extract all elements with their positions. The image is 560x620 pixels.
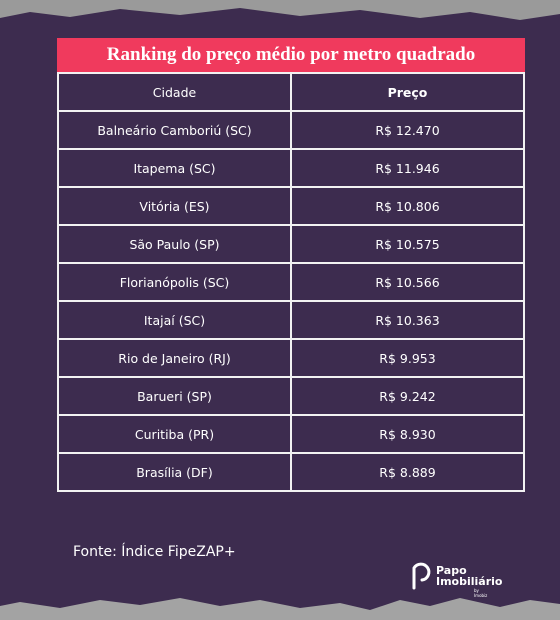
city-cell: Itapema (SC): [57, 148, 292, 188]
price-cell: R$ 8.930: [290, 414, 525, 454]
source-note: Fonte: Índice FipeZAP+: [73, 544, 236, 560]
table-row: Brasília (DF) R$ 8.889: [57, 452, 525, 492]
price-cell: R$ 9.242: [290, 376, 525, 416]
city-cell: Rio de Janeiro (RJ): [57, 338, 292, 378]
table-row: Itapema (SC) R$ 11.946: [57, 148, 525, 188]
logo: Papo Imobiliário by Imobiz: [408, 562, 502, 598]
column-header: Preço: [290, 72, 525, 112]
torn-paper-top: [0, 0, 560, 20]
price-cell: R$ 10.566: [290, 262, 525, 302]
table-row: Florianópolis (SC) R$ 10.566: [57, 262, 525, 302]
price-cell: R$ 12.470: [290, 110, 525, 150]
logo-text: Imobiliário: [436, 575, 503, 588]
table-row: Itajaí (SC) R$ 10.363: [57, 300, 525, 340]
price-cell: R$ 10.363: [290, 300, 525, 340]
price-cell: R$ 10.806: [290, 186, 525, 226]
column-header: Cidade: [57, 72, 292, 112]
torn-paper-bottom: [0, 598, 560, 620]
table-row: Vitória (ES) R$ 10.806: [57, 186, 525, 226]
logo-tagline: by Imobiz: [474, 588, 488, 598]
city-cell: Curitiba (PR): [57, 414, 292, 454]
city-cell: Vitória (ES): [57, 186, 292, 226]
table-row: São Paulo (SP) R$ 10.575: [57, 224, 525, 264]
city-cell: Balneário Camboriú (SC): [57, 110, 292, 150]
city-cell: Itajaí (SC): [57, 300, 292, 340]
table-row: Barueri (SP) R$ 9.242: [57, 376, 525, 416]
ranking-table: Cidade Preço Balneário Camboriú (SC) R$ 1…: [57, 72, 525, 492]
price-cell: R$ 11.946: [290, 148, 525, 188]
table-row: Curitiba (PR) R$ 8.930: [57, 414, 525, 454]
price-cell: R$ 8.889: [290, 452, 525, 492]
logo-text: Papo: [436, 564, 467, 577]
table-row: Rio de Janeiro (RJ) R$ 9.953: [57, 338, 525, 378]
price-cell: R$ 10.575: [290, 224, 525, 264]
city-cell: Brasília (DF): [57, 452, 292, 492]
city-cell: Florianópolis (SC): [57, 262, 292, 302]
table-row: Balneário Camboriú (SC) R$ 12.470: [57, 110, 525, 150]
city-cell: São Paulo (SP): [57, 224, 292, 264]
table-title: Ranking do preço médio por metro quadrad…: [57, 38, 525, 72]
city-cell: Barueri (SP): [57, 376, 292, 416]
price-cell: R$ 9.953: [290, 338, 525, 378]
logo-icon: [412, 562, 431, 590]
